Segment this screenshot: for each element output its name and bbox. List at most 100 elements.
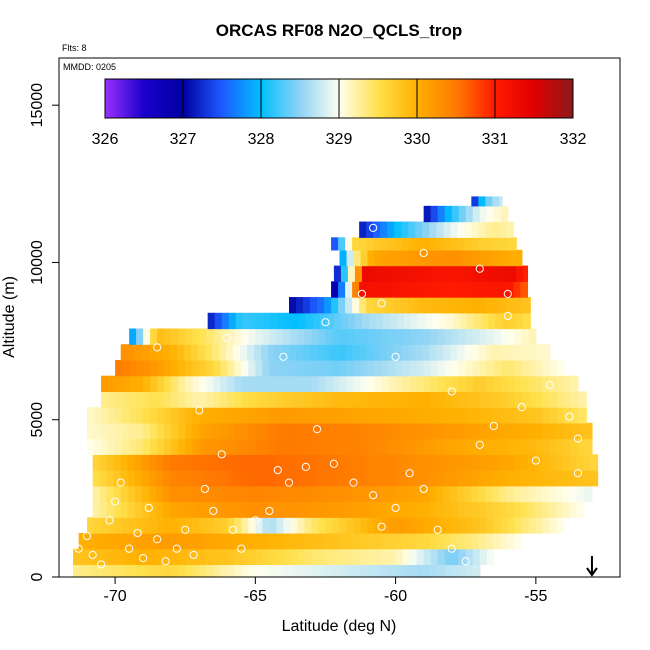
heatmap-cell [303, 501, 311, 518]
flights-note: Flts: 8 [62, 43, 87, 53]
heatmap-cell [162, 344, 171, 361]
heatmap-cell [122, 359, 130, 377]
heatmap-cell [583, 454, 592, 471]
heatmap-cell [408, 221, 416, 238]
heatmap-cell [506, 221, 515, 238]
heatmap-cell [206, 359, 214, 377]
heatmap-cell [359, 344, 367, 361]
heatmap-cell [415, 532, 423, 550]
heatmap-cell [185, 517, 193, 534]
heatmap-cell [423, 564, 432, 578]
heatmap-cell [115, 517, 123, 534]
heatmap-cell [479, 391, 488, 408]
heatmap-cell [346, 564, 355, 578]
sample-point [391, 503, 400, 512]
heatmap-cell [94, 422, 102, 440]
heatmap-cell [143, 438, 151, 455]
heatmap-cell [478, 501, 486, 518]
heatmap-cell [122, 391, 130, 408]
heatmap-cell [134, 485, 143, 503]
heatmap-cell [108, 438, 116, 455]
heatmap-cell [199, 517, 207, 534]
sample-point [475, 264, 484, 273]
heatmap-cell [178, 359, 186, 377]
heatmap-cell [260, 501, 269, 518]
heatmap-cell [120, 532, 129, 550]
heatmap-cell [310, 485, 318, 503]
heatmap-cell [249, 312, 258, 330]
heatmap-cell [197, 454, 206, 471]
heatmap-cell [381, 407, 390, 424]
heatmap-cell [479, 438, 488, 455]
heatmap-cell [514, 249, 523, 267]
heatmap-cell [333, 312, 342, 330]
heatmap-cell [430, 438, 439, 455]
heatmap-cell [556, 517, 565, 534]
heatmap-cell [324, 485, 332, 503]
heatmap-cell [521, 407, 530, 424]
heatmap-cell [345, 454, 353, 471]
sample-point [301, 462, 310, 472]
heatmap-cell [227, 359, 235, 377]
sample-point [517, 403, 526, 412]
heatmap-cell [185, 548, 193, 566]
heatmap-cell [450, 532, 458, 550]
heatmap-cell [255, 375, 263, 393]
heatmap-cell [234, 422, 242, 440]
heatmap-cell [471, 344, 479, 361]
heatmap-cell [425, 265, 433, 282]
sample-point [573, 434, 583, 443]
heatmap-cell [176, 470, 185, 487]
heatmap-cell [171, 328, 179, 345]
heatmap-cell [353, 517, 362, 534]
heatmap-cell [479, 517, 488, 534]
heatmap-cell [478, 485, 486, 503]
heatmap-cell [401, 470, 409, 487]
heatmap-cell [305, 312, 314, 330]
heatmap-cell [467, 265, 475, 282]
heatmap-cell [171, 517, 179, 534]
heatmap-cell [339, 438, 348, 455]
heatmap-cell [290, 438, 299, 455]
heatmap-cell [439, 265, 447, 282]
heatmap-cell [444, 564, 453, 578]
heatmap-cell [262, 422, 270, 440]
heatmap-cell [430, 328, 439, 345]
heatmap-cell [220, 517, 228, 534]
heatmap-cell [129, 407, 137, 424]
heatmap-cell [478, 221, 486, 238]
sample-point [209, 506, 218, 516]
heatmap-cell [352, 297, 360, 314]
heatmap-cell [178, 407, 186, 424]
heatmap-cell [346, 548, 355, 566]
heatmap-cell [283, 359, 292, 377]
heatmap-cell [289, 470, 297, 487]
heatmap-cell [296, 470, 304, 487]
heatmap-cell [331, 297, 339, 314]
heatmap-cell [474, 312, 482, 330]
heatmap-cell [402, 391, 411, 408]
heatmap-cell [339, 548, 348, 566]
heatmap-cell [535, 422, 544, 440]
heatmap-cell [155, 454, 164, 471]
heatmap-cell [506, 454, 515, 471]
heatmap-cell [101, 564, 109, 578]
sample-point [144, 503, 153, 512]
heatmap-cell [297, 375, 306, 393]
sample-point [153, 535, 162, 544]
heatmap-cell [262, 407, 270, 424]
heatmap-cell [409, 548, 418, 566]
heatmap-cell [332, 548, 341, 566]
heatmap-cell [297, 422, 306, 440]
heatmap-cell [500, 407, 509, 424]
heatmap-cell [436, 454, 444, 471]
heatmap-cell [471, 470, 479, 487]
heatmap-cell [429, 485, 437, 503]
heatmap-cell [346, 328, 355, 345]
heatmap-cell [513, 485, 522, 503]
heatmap-cell [260, 532, 269, 550]
heatmap-cell [352, 532, 360, 550]
heatmap-cell [127, 470, 136, 487]
heatmap-cell [134, 501, 143, 518]
heatmap-cell [422, 501, 430, 518]
